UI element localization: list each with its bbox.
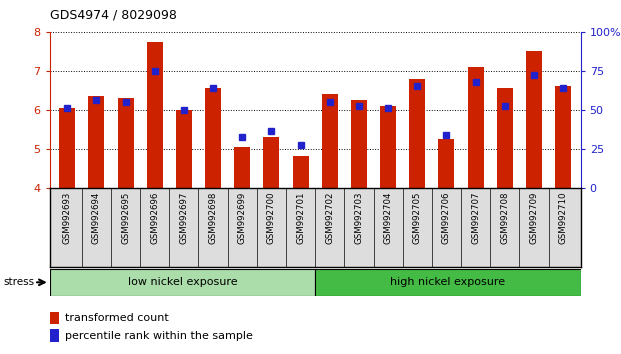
Text: GDS4974 / 8029098: GDS4974 / 8029098: [50, 9, 176, 22]
Text: GSM992707: GSM992707: [471, 192, 480, 244]
Text: GSM992698: GSM992698: [209, 192, 217, 244]
Bar: [555, 86, 571, 188]
Bar: [147, 42, 163, 188]
Text: transformed count: transformed count: [65, 313, 168, 323]
Text: GSM992701: GSM992701: [296, 192, 305, 244]
FancyBboxPatch shape: [315, 269, 581, 296]
Text: GSM992703: GSM992703: [355, 192, 363, 244]
Text: GSM992704: GSM992704: [384, 192, 392, 244]
Bar: [497, 88, 513, 188]
Text: GSM992705: GSM992705: [413, 192, 422, 244]
Bar: [409, 79, 425, 188]
Bar: [292, 156, 309, 188]
Text: GSM992694: GSM992694: [92, 192, 101, 244]
Text: high nickel exposure: high nickel exposure: [391, 277, 505, 287]
Bar: [526, 51, 542, 188]
Bar: [205, 88, 221, 188]
Text: stress: stress: [3, 277, 34, 287]
Text: GSM992695: GSM992695: [121, 192, 130, 244]
Bar: [88, 96, 104, 188]
Text: percentile rank within the sample: percentile rank within the sample: [65, 331, 253, 341]
Text: GSM992699: GSM992699: [238, 192, 247, 244]
Bar: [438, 139, 455, 188]
Bar: [176, 110, 192, 188]
Text: GSM992710: GSM992710: [559, 192, 568, 244]
Bar: [50, 329, 59, 342]
Bar: [351, 100, 367, 188]
Text: GSM992696: GSM992696: [150, 192, 159, 244]
Bar: [50, 312, 59, 324]
Text: GSM992706: GSM992706: [442, 192, 451, 244]
Bar: [380, 106, 396, 188]
Text: GSM992697: GSM992697: [179, 192, 188, 244]
Bar: [117, 98, 134, 188]
Bar: [59, 108, 75, 188]
Bar: [234, 147, 250, 188]
Bar: [322, 94, 338, 188]
Bar: [263, 137, 279, 188]
Text: GSM992693: GSM992693: [63, 192, 71, 244]
Text: GSM992709: GSM992709: [530, 192, 538, 244]
Text: GSM992708: GSM992708: [501, 192, 509, 244]
Text: low nickel exposure: low nickel exposure: [127, 277, 237, 287]
Text: GSM992702: GSM992702: [325, 192, 334, 244]
FancyBboxPatch shape: [50, 269, 315, 296]
Text: GSM992700: GSM992700: [267, 192, 276, 244]
Bar: [468, 67, 484, 188]
